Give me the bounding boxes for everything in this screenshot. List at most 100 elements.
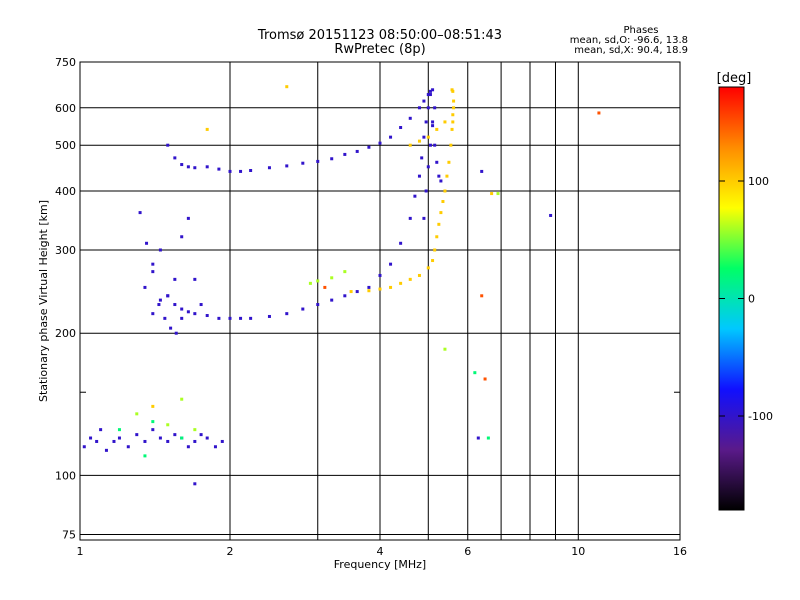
data-point <box>367 145 371 149</box>
data-point <box>239 169 243 173</box>
data-point <box>417 174 421 178</box>
data-point <box>285 85 289 89</box>
data-point <box>169 326 173 330</box>
data-point <box>480 294 484 298</box>
data-point <box>355 149 359 153</box>
data-point <box>180 235 184 239</box>
data-point <box>441 200 445 204</box>
data-point <box>180 436 184 440</box>
data-point <box>447 160 451 164</box>
colorbar-tick-label: -100 <box>748 410 773 423</box>
data-point <box>439 179 443 183</box>
data-point <box>433 143 437 147</box>
data-point <box>193 482 197 486</box>
data-point <box>449 143 453 147</box>
data-point <box>145 241 149 245</box>
data-point <box>424 189 428 193</box>
data-point <box>367 285 371 289</box>
data-point <box>443 347 447 351</box>
x-tick-label: 4 <box>377 545 384 558</box>
data-point <box>426 106 430 110</box>
data-point <box>428 89 432 93</box>
y-tick-label: 75 <box>62 528 76 541</box>
data-point <box>205 127 209 131</box>
data-point <box>193 312 197 316</box>
data-point <box>378 141 382 145</box>
data-point <box>166 143 170 147</box>
data-point <box>417 106 421 110</box>
data-point <box>452 99 456 103</box>
data-point <box>433 106 437 110</box>
data-point <box>308 281 312 285</box>
data-point <box>408 216 412 220</box>
data-point <box>417 273 421 277</box>
data-point <box>549 213 553 217</box>
data-point <box>117 428 121 432</box>
data-point <box>426 165 430 169</box>
data-point <box>193 166 197 170</box>
data-point <box>445 174 449 178</box>
data-point <box>408 143 412 147</box>
data-point <box>431 124 435 128</box>
data-point <box>220 439 224 443</box>
data-point <box>399 126 403 130</box>
data-point <box>285 312 289 316</box>
y-tick-label: 300 <box>55 244 76 257</box>
data-point <box>486 436 490 440</box>
data-point <box>228 316 232 320</box>
data-point <box>151 262 155 266</box>
data-point <box>249 316 253 320</box>
data-point <box>205 165 209 169</box>
data-point <box>399 241 403 245</box>
colorbar-tick-label: 0 <box>748 293 755 306</box>
data-point <box>450 88 454 92</box>
data-point <box>143 285 147 289</box>
data-point <box>180 163 184 167</box>
data-point <box>173 433 177 437</box>
data-point <box>330 157 334 161</box>
data-point <box>437 174 441 178</box>
data-point <box>239 316 243 320</box>
x-tick-label: 16 <box>673 545 687 558</box>
data-point <box>82 445 86 449</box>
data-point <box>422 99 426 103</box>
data-point <box>389 135 393 139</box>
data-point <box>343 152 347 156</box>
data-point <box>143 439 147 443</box>
data-point <box>316 279 320 283</box>
plot-frame <box>79 61 681 541</box>
stats-heading: Phases <box>623 25 658 36</box>
x-tick-label: 2 <box>227 545 234 558</box>
data-point <box>285 164 289 168</box>
data-point <box>143 454 147 458</box>
data-point <box>217 167 221 171</box>
data-point <box>420 156 424 160</box>
data-point <box>151 312 155 316</box>
data-point <box>428 93 432 97</box>
data-point <box>163 316 167 320</box>
data-point <box>166 294 170 298</box>
data-point <box>213 445 217 449</box>
data-point <box>180 397 184 401</box>
data-point <box>389 285 393 289</box>
data-point <box>117 436 121 440</box>
chart-subtitle: RwPretec (8p) <box>334 42 425 57</box>
y-tick-label: 100 <box>55 469 76 482</box>
stats-line-o: mean, sd,O: -96.6, 13.8 <box>570 35 688 46</box>
data-point <box>193 428 197 432</box>
data-point <box>267 314 271 318</box>
data-point <box>199 303 203 307</box>
data-point <box>301 307 305 311</box>
data-point <box>217 316 221 320</box>
data-point <box>158 248 162 252</box>
x-tick-label: 1 <box>77 545 84 558</box>
data-point <box>428 143 432 147</box>
y-axis-label: Stationary phase Virtual Height [km] <box>37 200 50 402</box>
x-axis-label: Frequency [MHz] <box>334 558 426 571</box>
data-point <box>323 285 327 289</box>
data-point <box>431 259 435 263</box>
y-tick-label: 750 <box>55 56 76 69</box>
data-point <box>349 290 353 294</box>
data-point <box>476 436 480 440</box>
data-point <box>483 377 487 381</box>
